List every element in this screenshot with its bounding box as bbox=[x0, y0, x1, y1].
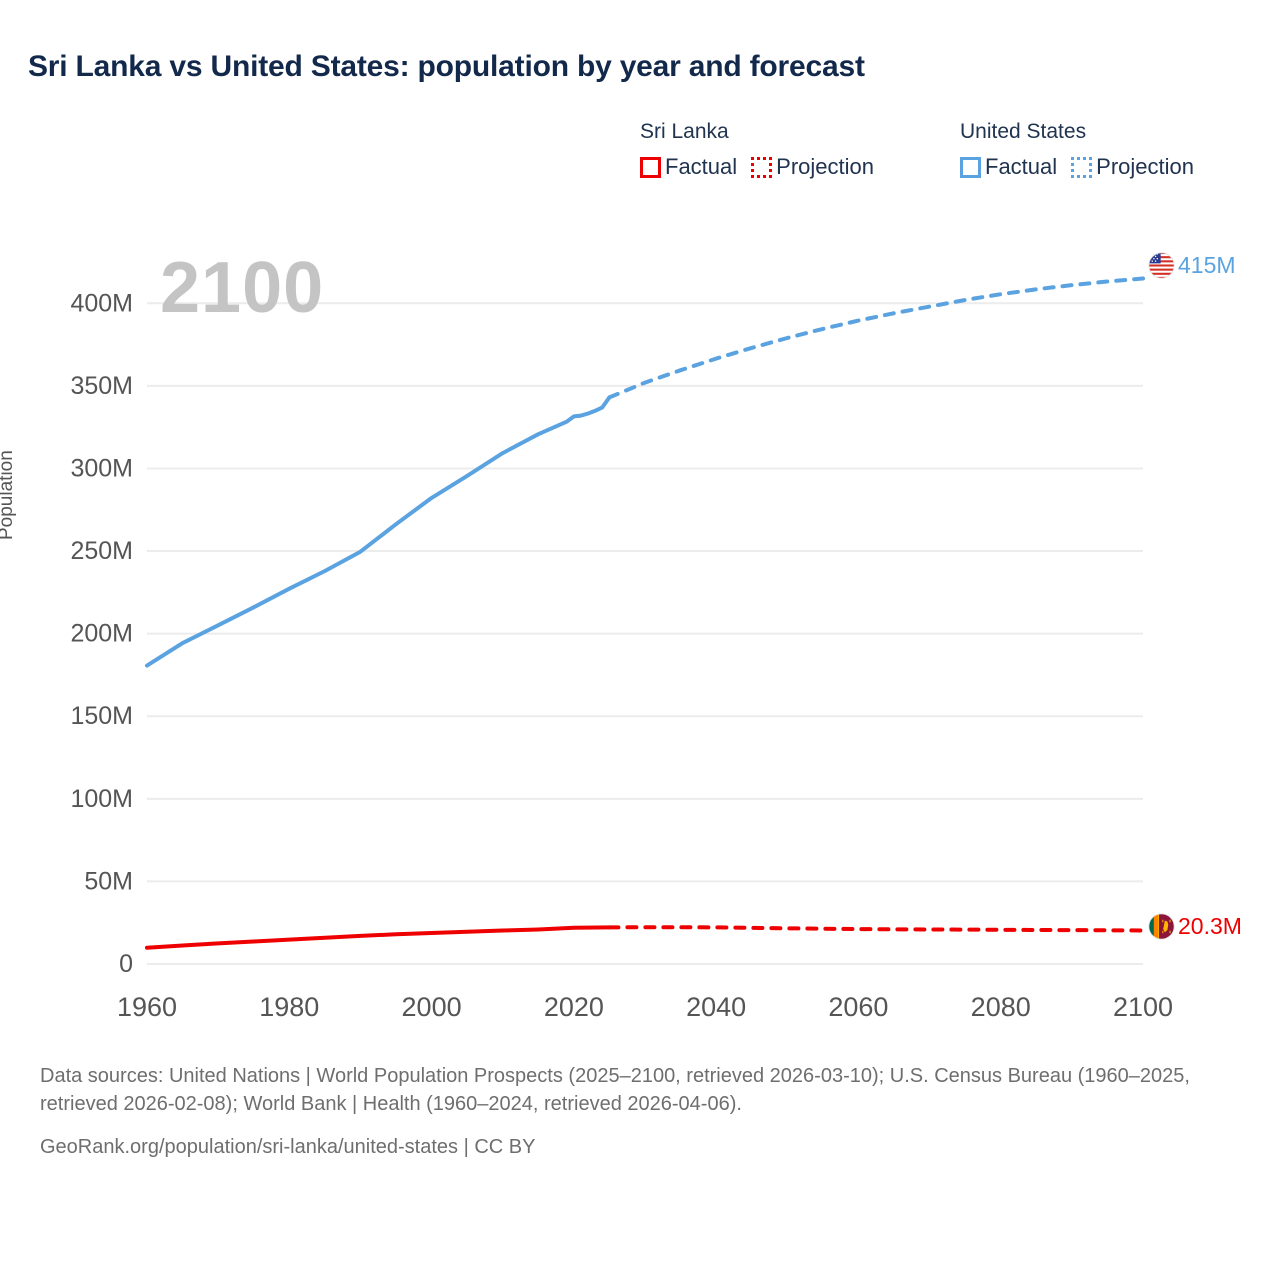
y-axis-title: Population bbox=[0, 450, 17, 540]
watermark-year-label: 2100 bbox=[160, 248, 325, 328]
y-axis-tick-label: 0 bbox=[119, 950, 133, 978]
y-axis-tick-label: 200M bbox=[70, 620, 133, 648]
x-axis-tick-label: 2100 bbox=[1113, 992, 1173, 1022]
legend-swatch-solid-blue-icon bbox=[960, 156, 981, 178]
x-axis-tick-label: 2020 bbox=[544, 992, 604, 1022]
y-axis-tick-label: 150M bbox=[70, 702, 133, 730]
legend-label-united-states-factual: Factual bbox=[985, 154, 1058, 179]
legend-swatch-dotted-blue-icon bbox=[1071, 156, 1093, 178]
legend-group-title-sri-lanka: Sri Lanka bbox=[640, 120, 729, 143]
legend-item-united-states-projection[interactable]: Projection bbox=[1071, 154, 1194, 180]
chart-footer: Data sources: United Nations | World Pop… bbox=[40, 1062, 1240, 1161]
sri-lanka-flag-icon bbox=[1148, 913, 1175, 940]
legend-item-sri-lanka-projection[interactable]: Projection bbox=[751, 154, 874, 180]
united-states-flag-icon bbox=[1148, 252, 1175, 279]
x-axis-tick-label: 1980 bbox=[259, 992, 319, 1022]
y-axis-tick-label: 350M bbox=[70, 372, 133, 400]
x-axis-tick-label: 1960 bbox=[117, 992, 177, 1022]
chart-plot-area: Population 2100 0 50M 100M 150M 200M 250M 300M… bbox=[0, 248, 1242, 1022]
legend-swatch-dotted-red-icon bbox=[751, 156, 773, 178]
series-line-projection-sri-lanka bbox=[607, 925, 1145, 933]
population-line-chart: 0 50M 100M 150M 200M 250M 300M 350M 400M 1960 1980… bbox=[70, 276, 1173, 1022]
endpoint-label-united-states: 415M bbox=[1148, 252, 1236, 279]
x-axis-tick-label: 2040 bbox=[686, 992, 746, 1022]
legend-item-sri-lanka-factual[interactable]: Factual bbox=[640, 154, 737, 180]
legend-label-sri-lanka-projection: Projection bbox=[776, 154, 874, 179]
footer-data-sources: Data sources: United Nations | World Pop… bbox=[40, 1065, 1190, 1116]
y-axis-tick-label: 400M bbox=[70, 289, 133, 317]
x-axis-tick-label: 2000 bbox=[402, 992, 462, 1022]
endpoint-value-united-states: 415M bbox=[1178, 252, 1236, 278]
legend-group-sri-lanka: Sri Lanka Factual Projection bbox=[640, 120, 874, 180]
y-axis-tick-label: 300M bbox=[70, 454, 133, 482]
y-axis-tick-label: 250M bbox=[70, 537, 133, 565]
series-line-factual-united-states bbox=[145, 395, 612, 668]
page-title: Sri Lanka vs United States: population b… bbox=[28, 50, 865, 83]
legend-label-sri-lanka-factual: Factual bbox=[665, 154, 738, 179]
legend-group-united-states: United States Factual Projection bbox=[960, 120, 1194, 180]
y-axis-tick-label: 100M bbox=[70, 785, 133, 813]
y-axis-tick-label: 50M bbox=[84, 867, 133, 895]
legend-group-title-united-states: United States bbox=[960, 120, 1087, 143]
footer-attribution-link[interactable]: GeoRank.org/population/sri-lanka/united-… bbox=[40, 1135, 536, 1158]
series-line-factual-sri-lanka bbox=[145, 925, 612, 950]
x-axis-tick-label: 2080 bbox=[971, 992, 1031, 1022]
endpoint-value-sri-lanka: 20.3M bbox=[1178, 913, 1242, 939]
series-line-projection-united-states bbox=[607, 276, 1145, 400]
legend-swatch-solid-red-icon bbox=[640, 156, 661, 178]
x-axis-tick-label: 2060 bbox=[828, 992, 888, 1022]
endpoint-label-sri-lanka: 20.3M bbox=[1148, 913, 1242, 940]
chart-legend: Sri Lanka Factual Projection United Stat… bbox=[640, 120, 1250, 205]
legend-item-united-states-factual[interactable]: Factual bbox=[960, 154, 1057, 180]
legend-label-united-states-projection: Projection bbox=[1096, 154, 1194, 179]
